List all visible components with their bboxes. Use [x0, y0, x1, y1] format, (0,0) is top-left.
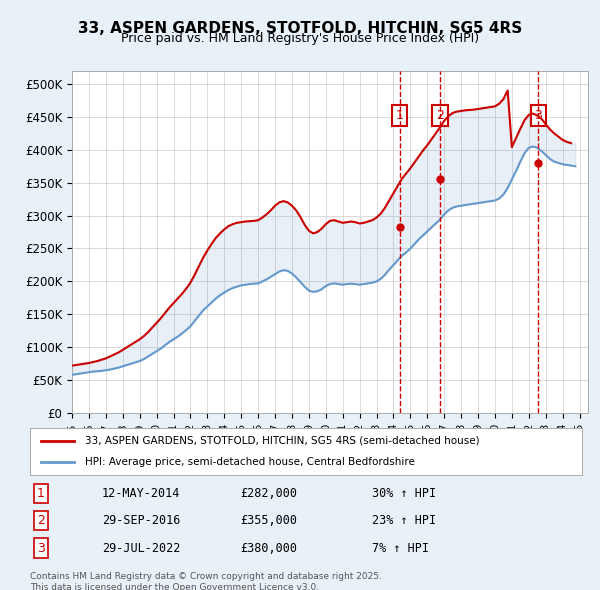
Text: 3: 3: [535, 109, 542, 122]
Text: Contains HM Land Registry data © Crown copyright and database right 2025.
This d: Contains HM Land Registry data © Crown c…: [30, 572, 382, 590]
Text: 7% ↑ HPI: 7% ↑ HPI: [372, 542, 429, 555]
Text: 12-MAY-2014: 12-MAY-2014: [102, 487, 180, 500]
Text: 1: 1: [37, 487, 45, 500]
Text: £380,000: £380,000: [240, 542, 297, 555]
Text: 23% ↑ HPI: 23% ↑ HPI: [372, 514, 436, 527]
Text: 2: 2: [436, 109, 444, 122]
Text: Price paid vs. HM Land Registry's House Price Index (HPI): Price paid vs. HM Land Registry's House …: [121, 32, 479, 45]
Text: £355,000: £355,000: [240, 514, 297, 527]
Text: 1: 1: [395, 109, 403, 122]
Text: 30% ↑ HPI: 30% ↑ HPI: [372, 487, 436, 500]
Text: £282,000: £282,000: [240, 487, 297, 500]
Text: HPI: Average price, semi-detached house, Central Bedfordshire: HPI: Average price, semi-detached house,…: [85, 457, 415, 467]
Text: 2: 2: [37, 514, 45, 527]
Text: 33, ASPEN GARDENS, STOTFOLD, HITCHIN, SG5 4RS (semi-detached house): 33, ASPEN GARDENS, STOTFOLD, HITCHIN, SG…: [85, 436, 480, 446]
Text: 33, ASPEN GARDENS, STOTFOLD, HITCHIN, SG5 4RS: 33, ASPEN GARDENS, STOTFOLD, HITCHIN, SG…: [78, 21, 522, 35]
Text: 29-JUL-2022: 29-JUL-2022: [102, 542, 180, 555]
Text: 3: 3: [37, 542, 45, 555]
Text: 29-SEP-2016: 29-SEP-2016: [102, 514, 180, 527]
